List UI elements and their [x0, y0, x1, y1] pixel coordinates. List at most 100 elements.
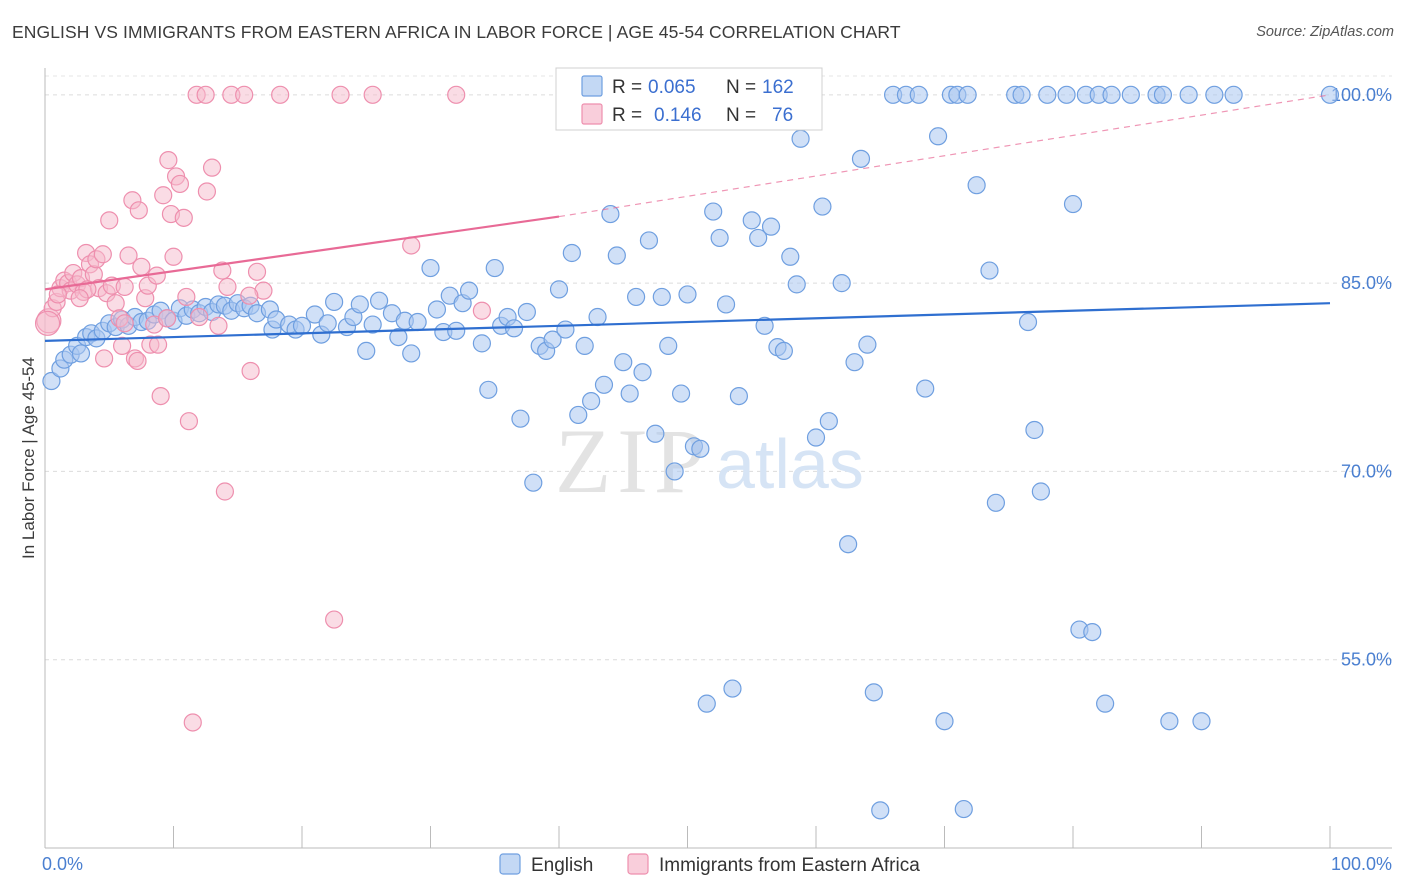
- chart-source: Source: ZipAtlas.com: [1256, 24, 1394, 40]
- legend-n-label-english: N =: [726, 77, 756, 98]
- y-tick-label-2: 85.0%: [1341, 273, 1392, 293]
- english-point: [665, 462, 684, 481]
- immigrants-point: [154, 186, 173, 205]
- legend-r-value-english: 0.065: [648, 77, 696, 98]
- english-point: [1102, 85, 1121, 104]
- trend-line-immigrants: [44, 215, 560, 291]
- english-point: [363, 315, 382, 334]
- english-point: [813, 197, 832, 216]
- english-point: [659, 336, 678, 355]
- english-point: [954, 799, 973, 819]
- english-point: [646, 424, 665, 443]
- immigrants-point: [48, 285, 67, 304]
- english-point: [305, 305, 324, 324]
- english-point: [1205, 85, 1224, 104]
- english-point: [1192, 712, 1211, 731]
- immigrants-point: [240, 286, 259, 305]
- english-point: [325, 292, 344, 312]
- bottom-legend-english: English: [531, 855, 593, 876]
- immigrants-point: [115, 314, 134, 333]
- legend-r-value-immigrants: 0.146: [654, 105, 702, 126]
- immigrants-point: [179, 412, 199, 431]
- immigrants-point: [151, 386, 170, 406]
- english-point: [871, 801, 890, 820]
- immigrants-point: [115, 277, 134, 296]
- immigrants-point: [34, 310, 61, 336]
- series-english: [42, 85, 1340, 820]
- english-point: [1160, 712, 1179, 731]
- english-point: [562, 243, 581, 263]
- legend: R = 0.065 N = 162 R = 0.146 N = 76: [555, 67, 823, 131]
- immigrants-point: [106, 294, 125, 313]
- english-point: [42, 371, 61, 391]
- english-point: [582, 392, 601, 411]
- english-point: [485, 258, 504, 278]
- y-tick-label-0: 55.0%: [1341, 650, 1392, 670]
- legend-swatch-immigrants: [581, 103, 603, 125]
- english-point: [479, 380, 498, 399]
- english-point: [549, 280, 569, 299]
- english-point: [626, 287, 646, 307]
- english-point: [1018, 312, 1038, 332]
- immigrants-point: [325, 610, 344, 629]
- immigrants-point: [209, 316, 228, 335]
- english-point: [633, 363, 652, 382]
- trend-line-immigrants-extrapolated: [558, 94, 1331, 218]
- english-point: [806, 428, 826, 447]
- english-point: [1153, 85, 1173, 104]
- immigrants-point: [235, 85, 254, 104]
- immigrants-point: [472, 301, 491, 320]
- english-point: [594, 375, 614, 394]
- english-point: [447, 321, 466, 340]
- english-point: [678, 285, 697, 304]
- english-point: [1057, 85, 1076, 104]
- english-point: [639, 231, 659, 250]
- english-point: [652, 287, 671, 307]
- english-point: [958, 85, 977, 104]
- english-point: [1179, 85, 1198, 104]
- english-point: [614, 353, 633, 372]
- english-point: [774, 341, 793, 361]
- english-point: [357, 341, 376, 361]
- english-point: [755, 316, 774, 335]
- y-tick-label-1: 70.0%: [1341, 461, 1392, 481]
- immigrants-point: [177, 287, 196, 307]
- immigrants-point: [447, 85, 466, 104]
- english-point: [408, 312, 427, 332]
- x-tick-label-0: 0.0%: [42, 854, 83, 874]
- bottom-legend-swatch-english: [499, 853, 521, 875]
- english-point: [1096, 694, 1115, 713]
- english-point: [935, 712, 954, 731]
- immigrants-point: [112, 336, 132, 355]
- immigrants-point: [241, 361, 260, 381]
- immigrants-point: [93, 245, 112, 264]
- watermark-atlas: atlas: [716, 425, 864, 503]
- english-point: [620, 384, 639, 403]
- immigrants-point: [100, 211, 119, 230]
- english-point: [723, 679, 742, 698]
- axes: [44, 68, 1392, 849]
- immigrants-point: [247, 262, 267, 281]
- english-point: [1083, 622, 1102, 642]
- immigrants-point: [95, 349, 114, 368]
- legend-n-value-immigrants: 76: [772, 105, 793, 126]
- english-point: [716, 295, 736, 314]
- english-point: [851, 149, 871, 168]
- immigrants-point: [213, 261, 232, 280]
- english-point: [421, 258, 440, 278]
- y-tick-label-3: 100.0%: [1331, 85, 1392, 105]
- trend-line-english: [44, 302, 1331, 342]
- english-point: [839, 535, 858, 554]
- immigrants-point: [402, 236, 421, 255]
- english-point: [601, 204, 620, 224]
- english-point: [588, 307, 607, 327]
- english-point: [71, 344, 91, 363]
- immigrants-point: [157, 309, 177, 328]
- legend-r-label-immigrants: R =: [612, 105, 642, 126]
- english-point: [858, 335, 877, 354]
- english-point: [928, 127, 948, 146]
- english-point: [472, 334, 491, 353]
- legend-n-value-english: 162: [762, 77, 794, 98]
- immigrants-point: [159, 151, 178, 170]
- immigrants-point: [164, 247, 183, 266]
